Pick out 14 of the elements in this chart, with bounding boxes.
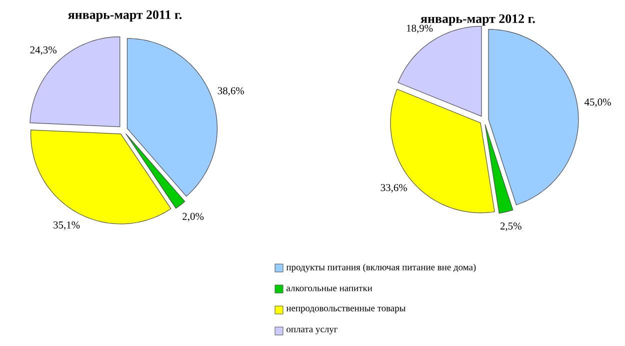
legend-label: алкогольные напитки [286, 286, 372, 292]
data-label: 18,9% [406, 24, 433, 34]
chart-title: январь-март 2011 г. [68, 10, 182, 22]
data-label: 38,6% [218, 87, 244, 96]
legend-label: продукты питания (включая питание вне дома) [286, 264, 476, 272]
data-label: 24,3% [30, 46, 56, 55]
legend-label: непродовольственные товары [286, 306, 406, 314]
data-label: 2,5% [500, 222, 522, 232]
legend-label: оплата услуг [286, 328, 338, 334]
data-label: 2,0% [182, 212, 204, 222]
data-label: 45,0% [584, 98, 611, 108]
data-label: 33,6% [380, 184, 408, 193]
chart-title: январь-март 2012 г. [420, 14, 535, 26]
data-label: 35,1% [54, 221, 80, 230]
